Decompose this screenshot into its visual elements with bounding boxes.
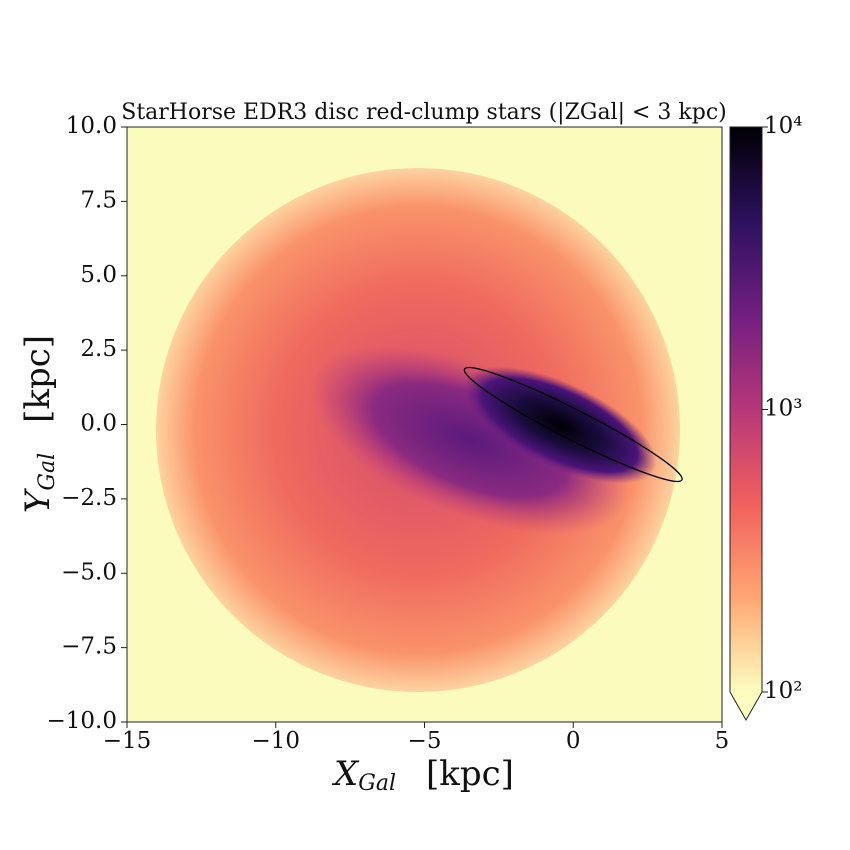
y-tick-label: −2.5 [61,485,117,511]
density-field [127,127,722,722]
x-label-symbol: X [331,754,360,794]
y-tick-label: −5.0 [61,559,117,585]
colorbar-tick-label: 10³ [764,396,803,422]
y-label-unit: [kpc] [18,335,58,423]
colorbar-tick-label: 10² [764,678,803,704]
x-axis-label: XGal [kpc] [331,754,514,796]
colorbar-extend [729,691,763,722]
x-label-unit: [kpc] [426,754,514,794]
y-label-symbol: Y [18,487,58,513]
y-tick-label: −10.0 [47,708,117,734]
y-tick-label: −7.5 [61,634,117,660]
colorbar-tick-label: 10⁴ [764,113,803,139]
x-tick-label: −5 [408,728,442,754]
x-tick-label: 5 [715,728,730,754]
y-axis-label: YGal [kpc] [18,335,60,513]
y-tick-label: 10.0 [66,113,117,139]
x-tick-label: −10 [251,728,300,754]
x-tick-label: −15 [103,728,152,754]
y-label-sub: Gal [35,453,60,491]
y-tick-label: 5.0 [80,262,117,288]
x-label-sub: Gal [358,771,396,796]
x-tick-label: 0 [566,728,581,754]
y-tick-label: 7.5 [80,187,117,213]
y-tick-label: 2.5 [80,336,117,362]
y-tick-label: 0.0 [80,411,117,437]
colorbar [730,127,762,692]
bar-ellipse [463,366,683,483]
chart-title: StarHorse EDR3 disc red-clump stars (|ZG… [121,100,726,125]
